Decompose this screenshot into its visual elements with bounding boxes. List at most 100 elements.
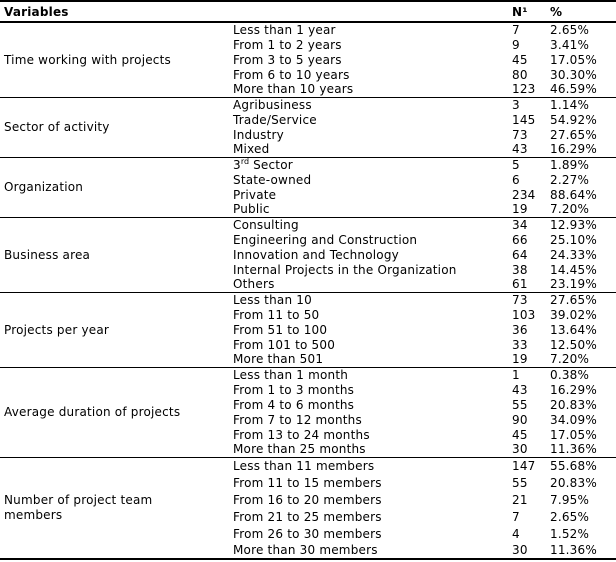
table-row: Organization 3rd Sector 5 1.89% [0, 157, 616, 194]
n-cell: 80 [512, 67, 528, 82]
n-cell: 234 [512, 187, 536, 202]
n-cell: 3 [512, 97, 520, 112]
n-cell: 61 [512, 277, 528, 292]
category-cell: From 26 to 30 members [233, 526, 382, 541]
n-cell: 30 [512, 543, 528, 557]
category-cell: From 6 to 10 years [233, 67, 350, 82]
pct-cell: 23.19% [550, 277, 597, 292]
n-cell: 33 [512, 337, 528, 352]
header-percent: % [543, 0, 616, 23]
table-row: From 26 to 30 members 4 1.52% [0, 525, 616, 542]
category-cell: Agribusiness [233, 97, 312, 112]
n-cell: 43 [512, 382, 528, 397]
category-cell: 3rd Sector [228, 157, 505, 172]
category-cell: State-owned [233, 172, 312, 187]
header-n: N¹ [505, 0, 543, 23]
pct-cell: 25.10% [550, 232, 597, 247]
table-header: Variables N¹ % [0, 0, 616, 23]
category-cell: Innovation and Technology [233, 247, 399, 262]
group-business-area: Business area Consulting 34 12.93% Engin… [0, 217, 616, 292]
table-row: From 7 to 12 months 90 34.09% [0, 412, 616, 427]
pct-cell: 20.83% [550, 475, 597, 490]
pct-cell: 24.33% [550, 247, 597, 262]
pct-cell: 34.09% [550, 412, 597, 427]
category-cell: Less than 1 month [233, 367, 349, 382]
table-row: Public 19 7.20% [0, 202, 616, 217]
pct-cell: 12.93% [550, 217, 597, 232]
group-organization: Organization 3rd Sector 5 1.89% State-ow… [0, 157, 616, 217]
n-cell: 103 [512, 307, 536, 322]
table-row: Industry 73 27.65% [0, 127, 616, 142]
pct-cell: 11.36% [550, 543, 597, 557]
table-row: Business area Consulting 34 12.93% [0, 217, 616, 262]
category-cell: Less than 10 [233, 292, 312, 307]
n-cell: 19 [512, 352, 528, 367]
category-cell: Others [233, 277, 275, 292]
group-label: Organization [4, 180, 84, 194]
n-cell: 123 [512, 82, 536, 97]
category-cell: Internal Projects in the Organization [233, 262, 457, 277]
category-cell: From 3 to 5 years [233, 52, 342, 67]
pct-cell: 30.30% [550, 67, 597, 82]
pct-cell: 46.59% [550, 82, 597, 97]
n-cell: 38 [512, 262, 528, 277]
category-cell: Consulting [233, 217, 299, 232]
category-cell: More than 30 members [233, 543, 378, 557]
n-cell: 19 [512, 202, 528, 217]
category-cell: From 1 to 3 months [233, 382, 355, 397]
group-label: Business area [4, 247, 91, 262]
pct-cell: 2.65% [550, 23, 590, 37]
category-cell: From 51 to 100 [233, 322, 328, 337]
pct-cell: 54.92% [550, 112, 597, 127]
table-row: Projects per year Less than 10 73 27.65% [0, 292, 616, 337]
category-cell: From 101 to 500 [233, 337, 336, 352]
pct-cell: 27.65% [550, 292, 597, 307]
table-row: From 6 to 10 years 80 30.30% [0, 67, 616, 82]
pct-cell: 20.83% [550, 397, 597, 412]
group-label: Number of project team members [0, 457, 228, 559]
category-cell: From 11 to 50 [233, 307, 320, 322]
table-row: Engineering and Construction 66 25.10% [0, 232, 616, 247]
table-row: More than 30 members 30 11.36% [0, 542, 616, 559]
category-cell: Engineering and Construction [233, 232, 418, 247]
category-cell: More than 501 [233, 352, 324, 367]
group-label: Average duration of projects [4, 405, 181, 419]
group-label: Projects per year [4, 322, 110, 337]
category-cell: Less than 1 year [233, 23, 336, 37]
table-row: From 21 to 25 members 7 2.65% [0, 508, 616, 525]
n-cell: 43 [512, 142, 528, 157]
n-cell: 1 [512, 367, 520, 382]
n-cell: 21 [512, 492, 528, 507]
pct-cell: 1.14% [550, 97, 590, 112]
pct-cell: 17.05% [550, 427, 597, 442]
category-cell: Trade/Service [233, 112, 317, 127]
pct-cell: 12.50% [550, 337, 597, 352]
category-cell: From 11 to 15 members [233, 475, 382, 490]
n-cell: 34 [512, 217, 528, 232]
table-row: Internal Projects in the Organization 38… [0, 262, 616, 277]
n-cell: 55 [512, 397, 528, 412]
category-text: 3 [233, 157, 241, 172]
n-cell: 30 [512, 442, 528, 457]
category-cell: From 1 to 2 years [233, 37, 342, 52]
group-team-members: Number of project team members Less than… [0, 457, 616, 559]
group-label-text: Number of project team members [4, 492, 153, 522]
table-row: Trade/Service 145 54.92% [0, 112, 616, 127]
pct-cell: 39.02% [550, 307, 597, 322]
n-cell: 55 [512, 475, 528, 490]
table-row: From 51 to 100 36 13.64% [0, 322, 616, 337]
n-cell: 73 [512, 127, 528, 142]
pct-cell: 3.41% [550, 37, 590, 52]
category-cell: From 13 to 24 months [233, 427, 370, 442]
table-row: Sector of activity Agribusiness 3 1.14% [0, 97, 616, 134]
pct-cell: 7.20% [550, 202, 590, 217]
n-cell: 9 [512, 37, 520, 52]
pct-cell: 7.95% [550, 492, 590, 507]
table-row: From 13 to 24 months 45 17.05% [0, 427, 616, 442]
table-row: From 101 to 500 33 12.50% [0, 337, 616, 352]
n-cell: 5 [512, 157, 520, 172]
category-cell: From 7 to 12 months [233, 412, 362, 427]
table-row: From 3 to 5 years 45 17.05% [0, 52, 616, 67]
group-projects-per-year: Projects per year Less than 10 73 27.65%… [0, 292, 616, 367]
category-cell: Public [233, 202, 270, 217]
